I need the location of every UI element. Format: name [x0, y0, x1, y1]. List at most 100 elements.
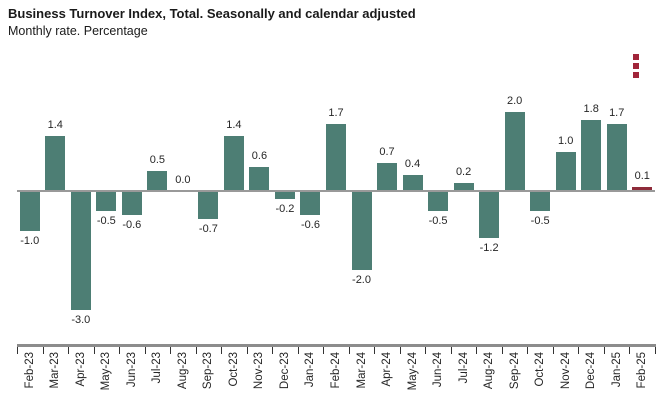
bar-value-label: -2.0 [352, 274, 371, 286]
bar-value-label: 1.4 [226, 118, 242, 131]
bar-mar-23[interactable] [45, 135, 66, 191]
x-axis-tick [629, 347, 631, 354]
x-axis-label: Nov-24 [559, 352, 572, 390]
x-axis-tick [374, 347, 376, 354]
context-menu-button[interactable] [631, 54, 641, 78]
bar-value-label: -0.7 [198, 222, 218, 235]
x-axis-label: Jun-23 [125, 352, 138, 388]
x-axis-label: Jan-25 [610, 352, 623, 388]
bar-value-label: -1.0 [20, 234, 40, 247]
x-axis-tick [450, 347, 452, 354]
bar-jun-24[interactable] [428, 191, 449, 211]
x-axis-label: May-23 [100, 352, 113, 391]
x-axis-tick [93, 347, 95, 354]
bar-value-label: 0.7 [379, 146, 395, 159]
x-axis-tick [476, 347, 478, 354]
bar-value-label: 0.1 [634, 170, 650, 183]
x-axis-tick [246, 347, 248, 354]
x-axis-tick [144, 347, 146, 354]
bar-may-23[interactable] [96, 191, 117, 211]
bar-value-label: -0.5 [96, 214, 116, 227]
x-axis-line [17, 344, 656, 347]
bar-value-label: 2.0 [506, 95, 523, 107]
x-axis-label: Sep-23 [202, 352, 215, 390]
x-axis-tick [501, 347, 503, 354]
x-axis-label: Apr-24 [381, 352, 394, 387]
bar-oct-23[interactable] [223, 135, 244, 191]
bar-value-label: -1.2 [479, 242, 499, 255]
bar-nov-23[interactable] [249, 167, 270, 191]
bar-jun-23[interactable] [121, 191, 142, 215]
bar-dec-24[interactable] [581, 119, 602, 191]
x-axis-tick [552, 347, 554, 354]
x-axis-tick [195, 347, 197, 354]
x-axis-tick [119, 347, 121, 354]
bar-jul-24[interactable] [453, 183, 474, 191]
bar-oct-24[interactable] [530, 191, 551, 211]
bar-value-label: 0.5 [149, 154, 165, 167]
zero-line [17, 190, 655, 192]
x-axis-label: Nov-23 [253, 352, 266, 390]
bar-value-label: -3.0 [71, 313, 91, 326]
bar-sep-24[interactable] [504, 112, 525, 191]
x-axis-label: Mar-23 [49, 352, 62, 389]
x-axis-tick [297, 347, 299, 354]
bar-jan-24[interactable] [300, 191, 321, 215]
x-axis-tick [399, 347, 401, 354]
bar-apr-23[interactable] [70, 191, 91, 310]
x-axis-label: Feb-24 [330, 352, 342, 389]
bar-feb-25[interactable] [632, 187, 653, 191]
bar-value-label: -0.6 [300, 218, 320, 231]
bar-jul-23[interactable] [147, 171, 168, 191]
x-axis-label: Oct-24 [534, 352, 547, 387]
bar-sep-23[interactable] [198, 191, 219, 219]
bar-value-label: -0.5 [530, 214, 550, 227]
x-axis-label: Aug-24 [483, 352, 496, 390]
x-axis-tick [603, 347, 605, 354]
x-axis-label: Feb-25 [636, 352, 649, 389]
x-axis-tick [323, 347, 325, 354]
x-axis-tick [527, 347, 529, 354]
bar-value-label: 0.4 [404, 158, 421, 171]
x-axis-tick [272, 347, 274, 354]
bar-value-label: -0.5 [428, 214, 448, 227]
x-axis-label: Jan-24 [304, 352, 317, 388]
chart-title: Business Turnover Index, Total. Seasonal… [8, 6, 416, 21]
x-axis-label: Oct-23 [227, 352, 240, 387]
x-axis-tick [42, 347, 44, 354]
bar-value-label: 1.7 [328, 106, 344, 119]
bar-dec-23[interactable] [274, 191, 295, 199]
x-axis-tick [68, 347, 70, 354]
bar-jan-25[interactable] [606, 123, 627, 191]
x-axis-tick [348, 347, 350, 354]
x-axis-label: May-24 [406, 352, 419, 391]
menu-dot-icon [633, 63, 639, 69]
bar-aug-24[interactable] [479, 191, 500, 239]
bar-value-label: 1.4 [47, 118, 63, 131]
x-axis-label: Jul-23 [151, 352, 164, 384]
menu-dot-icon [633, 54, 639, 60]
x-axis-tick [170, 347, 172, 354]
x-axis-tick [17, 347, 18, 354]
bar-mar-24[interactable] [351, 191, 372, 270]
x-axis-label: Jun-24 [432, 352, 445, 388]
x-axis-label: Apr-23 [74, 352, 87, 387]
bar-value-label: 1.0 [558, 134, 574, 147]
x-axis-label: Dec-23 [278, 352, 291, 390]
x-axis-tick [425, 347, 427, 354]
bar-value-label: 1.8 [583, 102, 599, 115]
menu-dot-icon [633, 72, 639, 78]
bar-value-label: 0.2 [455, 166, 472, 179]
x-axis-label: Feb-23 [23, 352, 36, 389]
bar-apr-24[interactable] [377, 163, 398, 191]
bar-value-label: 1.7 [609, 106, 625, 119]
bar-feb-23[interactable] [19, 191, 40, 231]
x-axis-label: Aug-23 [176, 352, 189, 390]
bar-value-label: 0.0 [175, 174, 191, 186]
bar-may-24[interactable] [402, 175, 423, 191]
x-axis-tick [578, 347, 580, 354]
x-axis-tick [221, 347, 223, 354]
x-axis-tick [655, 347, 656, 354]
bar-feb-24[interactable] [326, 123, 346, 191]
bar-nov-24[interactable] [555, 151, 576, 191]
